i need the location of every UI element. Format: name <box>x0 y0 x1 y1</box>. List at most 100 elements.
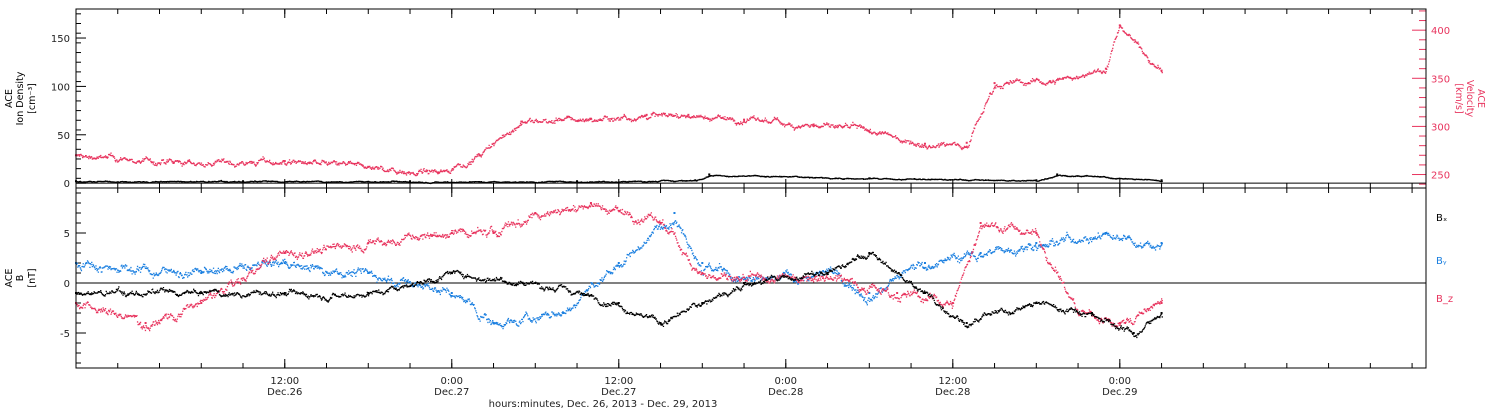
data-point <box>1035 232 1038 234</box>
x-axis: 12:00Dec.260:00Dec.2712:00Dec.270:00Dec.… <box>75 9 1413 410</box>
data-point <box>1118 322 1121 324</box>
data-point <box>242 180 245 183</box>
data-point <box>993 82 996 85</box>
data-point <box>450 292 453 294</box>
data-point <box>868 292 871 294</box>
data-point <box>1090 312 1093 314</box>
x-tick-label: 0:00 <box>775 376 797 387</box>
data-point <box>868 130 871 133</box>
data-point <box>1160 312 1163 314</box>
bottom-panel: -5 0 5 ACE B [nT] Bₓ Bᵧ B_z <box>4 192 1453 364</box>
data-point <box>1118 24 1121 27</box>
y2-tick-label: 350 <box>1431 74 1450 85</box>
legend: Bₓ Bᵧ B_z <box>1436 213 1453 305</box>
x-tick-date-label: Dec.27 <box>601 387 636 398</box>
y2-tick-label: 400 <box>1431 26 1450 37</box>
x-tick-label: 0:00 <box>441 376 463 387</box>
y-tick-label: 100 <box>51 82 70 93</box>
data-point <box>708 173 711 176</box>
data-point <box>896 292 899 294</box>
series-trace <box>76 220 1163 330</box>
data-point <box>367 242 370 244</box>
x-tick-label: 0:00 <box>1109 376 1131 387</box>
data-point <box>144 322 147 324</box>
data-point <box>1132 332 1135 334</box>
data-point <box>1160 179 1163 182</box>
x-axis-title: hours:minutes, Dec. 26, 2013 - Dec. 29, … <box>489 399 718 410</box>
data-point <box>1160 302 1163 304</box>
x-tick-label: 12:00 <box>270 376 299 387</box>
x-tick-label: 12:00 <box>938 376 967 387</box>
y2-tick-label: 250 <box>1431 171 1450 182</box>
right-axis-ticks: 250 300 350 400 <box>1412 10 1450 185</box>
y-tick-label: 0 <box>64 179 70 190</box>
data-point <box>409 180 412 183</box>
right-axis-title-line: [km/s] <box>1453 83 1464 113</box>
y-tick-label: 150 <box>51 34 70 45</box>
data-point <box>965 322 968 324</box>
data-point <box>743 282 746 284</box>
data-point <box>673 212 676 214</box>
data-point <box>283 160 286 163</box>
right-axis-title-line: Velocity <box>1464 80 1475 118</box>
data-point <box>617 302 620 304</box>
data-point <box>659 322 662 324</box>
y-tick-label: 50 <box>57 131 70 142</box>
series-trace <box>76 251 1163 339</box>
data-point <box>576 180 579 183</box>
series-trace <box>76 25 1163 177</box>
left-axis-ticks: 0 50 100 150 <box>51 13 86 190</box>
left-axis-title-line: B <box>15 275 26 282</box>
x-tick-label: 12:00 <box>604 376 633 387</box>
data-point <box>923 142 926 145</box>
left-axis-title-line: ACE <box>4 89 15 108</box>
series-trace <box>76 174 1163 185</box>
data-point <box>200 272 203 274</box>
data-point <box>743 118 746 121</box>
y-tick-label: -5 <box>60 329 70 340</box>
x-tick-date-label: Dec.29 <box>1102 387 1137 398</box>
data-point <box>701 262 704 264</box>
data-point <box>979 252 982 254</box>
data-point <box>1035 302 1038 304</box>
left-axis-title: ACE Ion Density [cm⁻³] <box>4 71 38 125</box>
data-point <box>520 120 523 123</box>
data-point <box>492 232 495 234</box>
data-point <box>923 262 926 264</box>
data-point <box>367 292 370 294</box>
x-tick-date-label: Dec.27 <box>434 387 469 398</box>
y-tick-label: 0 <box>64 279 70 290</box>
series-b <box>75 251 1163 339</box>
y-tick-label: 5 <box>64 229 70 240</box>
data-point <box>1104 67 1107 70</box>
x-tick-date-label: Dec.28 <box>768 387 803 398</box>
series-b <box>75 212 1163 330</box>
left-axis-title: ACE B [nT] <box>4 268 38 287</box>
y2-tick-label: 300 <box>1431 122 1450 133</box>
data-point <box>687 113 690 116</box>
data-point <box>965 141 968 144</box>
left-axis-title-line: ACE <box>4 269 15 288</box>
data-point <box>200 292 203 294</box>
data-point <box>701 272 704 274</box>
left-axis-title-line: Ion Density <box>15 71 26 125</box>
series-velocity <box>75 24 1163 177</box>
data-point <box>1160 242 1163 244</box>
data-point <box>589 202 592 204</box>
data-point <box>1056 173 1059 176</box>
data-point <box>1035 242 1038 244</box>
legend-label: Bₓ <box>1436 213 1447 224</box>
data-point <box>617 262 620 264</box>
data-point <box>951 302 954 304</box>
bottom-panel-frame <box>75 187 1427 369</box>
legend-label: Bᵧ <box>1436 256 1447 267</box>
x-tick-date-label: Dec.26 <box>267 387 302 398</box>
legend-label: B_z <box>1436 294 1453 305</box>
x-tick-date-label: Dec.28 <box>935 387 970 398</box>
data-point <box>645 113 648 116</box>
left-axis-title-line: [cm⁻³] <box>27 83 38 114</box>
right-axis-title-line: ACE <box>1475 89 1486 108</box>
